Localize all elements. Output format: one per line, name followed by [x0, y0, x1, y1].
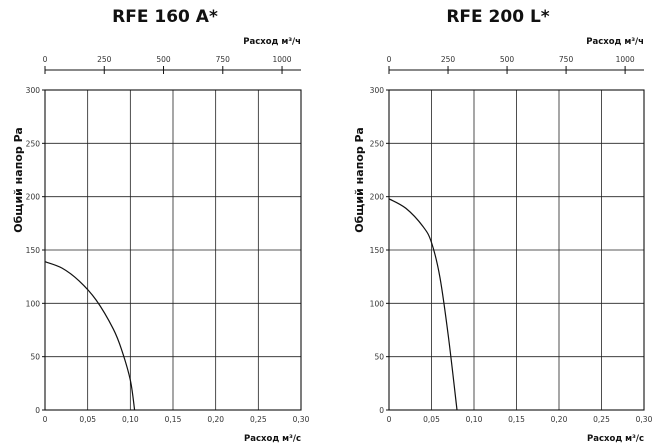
plot-frame: [44, 89, 302, 411]
x2-tick-label: 0: [43, 55, 48, 64]
x2-tick-label: 500: [500, 55, 515, 64]
x-tick-label: 0,05: [79, 415, 96, 424]
x-axis-title: Расход м³/с: [587, 434, 644, 444]
y-tick-label: 200: [26, 193, 41, 202]
x2-tick-label: 750: [216, 55, 231, 64]
y-tick-label: 150: [370, 246, 385, 255]
y-tick-label: 100: [26, 299, 41, 308]
y-tick-label: 250: [26, 139, 41, 148]
x2-tick-label: 1000: [272, 55, 291, 64]
x-tick-label: 0,25: [593, 415, 610, 424]
plot-frame: [388, 89, 645, 411]
x-tick-label: 0,15: [508, 415, 525, 424]
x2-tick-label: 250: [97, 55, 112, 64]
x-tick-label: 0,25: [250, 415, 267, 424]
x-tick-label: 0,10: [122, 415, 139, 424]
x2-tick-label: 750: [559, 55, 574, 64]
x-axis-title: Расход м³/с: [244, 434, 301, 444]
series-line-1: [44, 261, 136, 411]
x-tick-label: 0,10: [466, 415, 483, 424]
x2-axis-title: Расход м³/ч: [243, 37, 301, 47]
x-tick-label: 0,15: [165, 415, 182, 424]
x-tick-label: 0,20: [207, 415, 224, 424]
x2-tick-label: 1000: [616, 55, 635, 64]
chart-title: RFE 160 A*: [112, 7, 218, 27]
x-tick-label: 0,20: [551, 415, 568, 424]
x-tick-label: 0,30: [636, 415, 653, 424]
y-tick-label: 200: [370, 193, 385, 202]
chart-title: RFE 200 L*: [446, 7, 549, 27]
y-tick-label: 250: [370, 139, 385, 148]
x-tick-label: 0: [43, 415, 48, 424]
y-tick-label: 300: [370, 86, 385, 95]
series-line-1: [388, 198, 458, 411]
x-tick-label: 0: [387, 415, 392, 424]
y-tick-label: 300: [26, 86, 41, 95]
y-tick-label: 150: [26, 246, 41, 255]
y-axis-title: Общий напор Pa: [12, 127, 25, 233]
x2-tick-label: 250: [441, 55, 456, 64]
y-tick-label: 0: [379, 406, 384, 415]
x2-tick-label: 500: [156, 55, 171, 64]
x2-axis-title: Расход м³/ч: [586, 37, 644, 47]
x2-tick-label: 0: [387, 55, 392, 64]
x-tick-label: 0,30: [293, 415, 310, 424]
y-axis-title: Общий напор Pa: [353, 127, 366, 233]
y-tick-label: 0: [35, 406, 40, 415]
y-tick-label: 50: [30, 353, 40, 362]
y-tick-label: 50: [374, 353, 384, 362]
x-tick-label: 0,05: [423, 415, 440, 424]
y-tick-label: 100: [370, 299, 385, 308]
